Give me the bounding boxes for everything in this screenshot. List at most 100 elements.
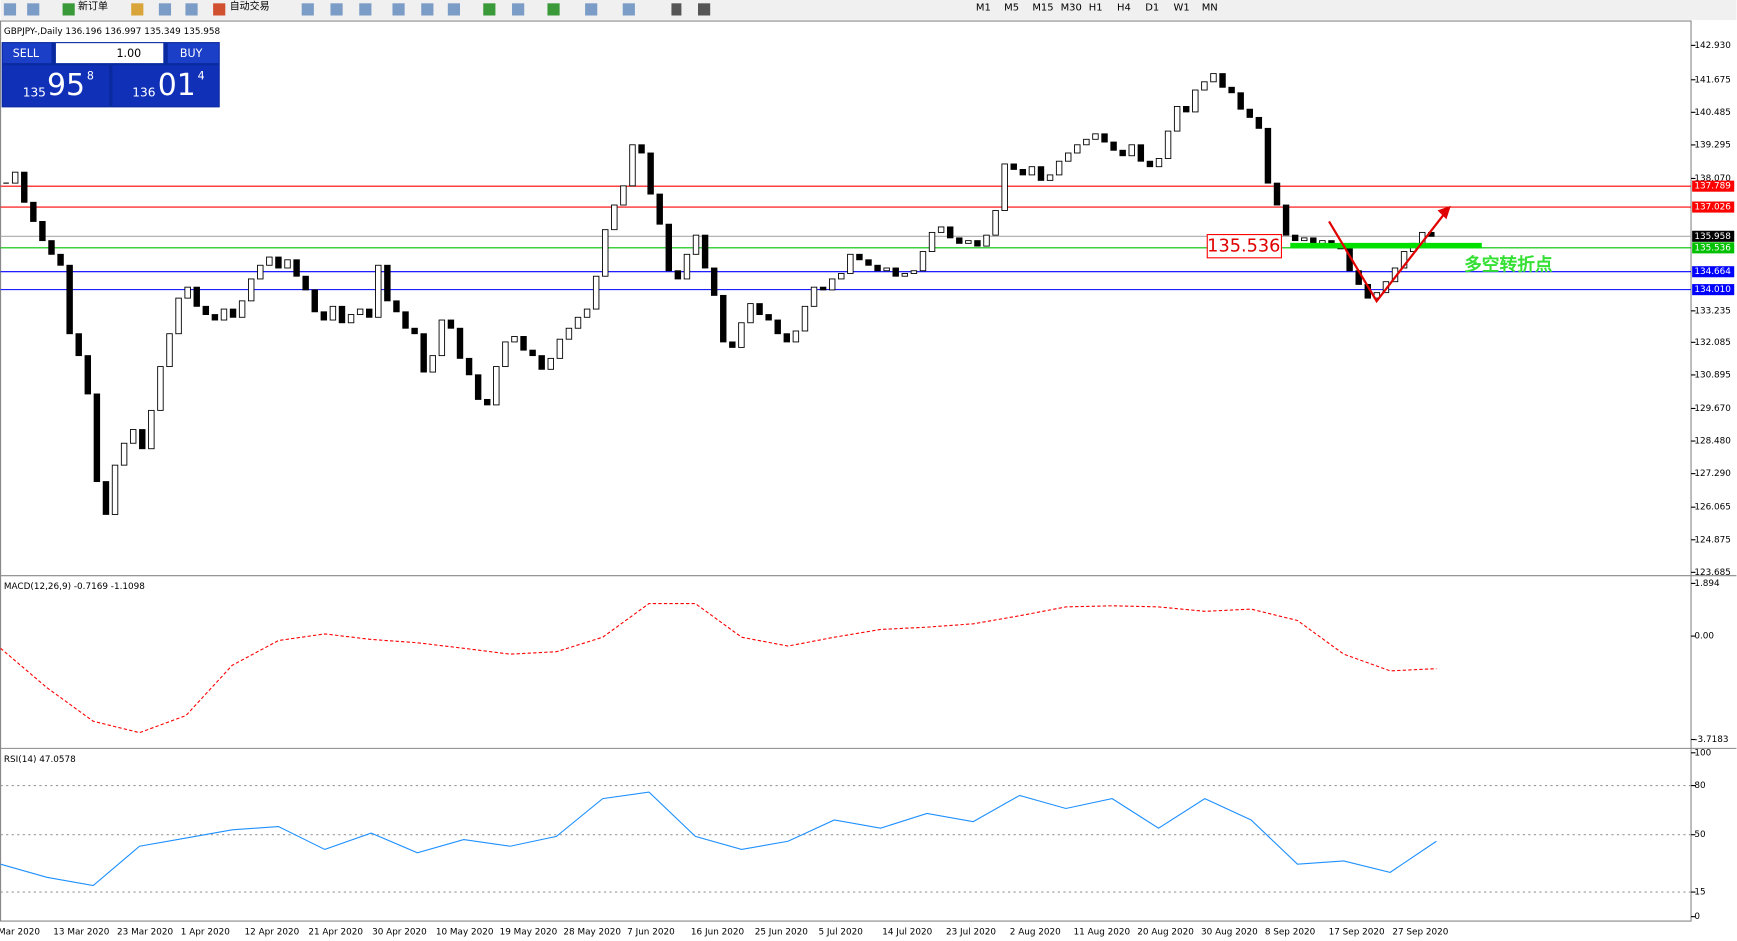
candle-body — [329, 305, 337, 321]
sell-button[interactable] — [2, 43, 52, 64]
candle-body — [1028, 166, 1036, 176]
candle-body — [1010, 163, 1017, 170]
candle-body — [1228, 86, 1235, 94]
timeframe-button[interactable]: M30 — [1061, 3, 1082, 14]
chart-area — [0, 20, 1692, 922]
x-tick-label: 8 Sep 2020 — [1265, 928, 1316, 938]
candle-body — [1055, 160, 1063, 176]
candle-body — [84, 355, 92, 395]
candle-body — [602, 229, 609, 277]
buy-label[interactable]: BUY — [180, 47, 203, 60]
volume-value[interactable]: 1.00 — [117, 47, 142, 60]
candle-body — [683, 253, 691, 280]
candle-body — [801, 305, 809, 332]
y-tick-label: 80 — [1694, 781, 1706, 791]
annotation-box — [1206, 234, 1282, 259]
candle-body — [456, 327, 464, 359]
candle-body — [656, 193, 663, 225]
candle-body — [474, 374, 482, 400]
y-tick-label: 15 — [1694, 888, 1705, 898]
candle-body — [1310, 237, 1317, 244]
new-order-button[interactable]: 新订单 — [78, 0, 108, 13]
candle-body — [665, 223, 672, 272]
candle-body — [983, 234, 990, 247]
x-tick-label: 14 Jul 2020 — [882, 928, 932, 938]
ask-box[interactable] — [112, 65, 219, 107]
volume-input[interactable] — [55, 43, 164, 64]
candle-body — [375, 264, 382, 318]
candle-body — [1146, 160, 1154, 168]
x-tick-label: 28 May 2020 — [563, 928, 621, 938]
timeframe-button[interactable]: M1 — [976, 3, 991, 14]
candle-body — [956, 237, 963, 244]
x-tick-label: 23 Mar 2020 — [117, 928, 173, 938]
timeframe-button[interactable]: D1 — [1145, 3, 1159, 14]
candle-body — [965, 240, 972, 244]
buy-button[interactable] — [167, 43, 219, 64]
y-tick-label: 123.685 — [1694, 568, 1731, 578]
sell-label[interactable]: SELL — [13, 47, 40, 60]
candle-body — [856, 253, 863, 261]
annotation-price: 135.536 — [1207, 237, 1280, 257]
candle-body — [765, 314, 772, 321]
candle-body — [229, 308, 237, 318]
y-tick-label: 128.480 — [1694, 437, 1731, 447]
candle-body — [874, 264, 881, 272]
x-tick-label: 16 Jun 2020 — [691, 928, 745, 938]
candle-body — [1155, 158, 1163, 168]
y-tick-label: 140.485 — [1694, 108, 1731, 118]
candle-body — [847, 253, 854, 274]
x-tick-label: 7 Jun 2020 — [627, 928, 675, 938]
candle-body — [211, 314, 219, 321]
x-tick-label: 30 Aug 2020 — [1201, 928, 1258, 938]
candle-body — [583, 308, 591, 318]
chart-header: GBPJPY-,Daily 136.196 136.997 135.349 13… — [4, 26, 221, 36]
candle-body — [1001, 163, 1008, 211]
candle-body — [1282, 204, 1290, 236]
y-tick-label: 127.290 — [1694, 469, 1731, 479]
timeframe-button[interactable]: H4 — [1117, 3, 1131, 14]
annotation-text: 多空转折点 — [1464, 254, 1553, 276]
candle-body — [883, 267, 890, 272]
y-tick-label: 139.295 — [1694, 140, 1731, 150]
candle-body — [129, 429, 137, 444]
candle-body — [901, 273, 909, 277]
candle-body — [247, 278, 255, 302]
candle-body — [919, 251, 927, 272]
y-tick-label: 0 — [1694, 912, 1700, 922]
candle-body — [1400, 251, 1408, 269]
timeframe-button[interactable]: MN — [1202, 3, 1218, 14]
rsi-label: RSI(14) 47.0578 — [4, 755, 76, 765]
candle-body — [1065, 152, 1072, 162]
timeframe-button[interactable]: W1 — [1173, 3, 1189, 14]
candle-body — [701, 234, 709, 269]
timeframe-button[interactable]: M5 — [1004, 3, 1019, 14]
candle-body — [320, 311, 328, 321]
candle-body — [520, 336, 527, 351]
auto-trading-button[interactable]: 自动交易 — [230, 0, 270, 13]
candle-body — [511, 336, 518, 343]
candle-body — [93, 393, 101, 483]
candle-body — [21, 171, 28, 203]
bid-box[interactable] — [2, 65, 110, 107]
candle-body — [1164, 130, 1172, 159]
candle-body — [1083, 138, 1090, 146]
x-tick-label: 12 Apr 2020 — [245, 928, 300, 938]
x-tick-label: 25 Jun 2020 — [755, 928, 809, 938]
candle-body — [838, 273, 845, 280]
timeframe-button[interactable]: M15 — [1032, 3, 1053, 14]
candle-body — [538, 355, 545, 370]
candle-body — [238, 300, 246, 318]
candle-body — [1246, 108, 1253, 118]
x-tick-label: 20 Aug 2020 — [1137, 928, 1194, 938]
ask-big: 01 — [158, 68, 196, 103]
candle-body — [574, 316, 582, 329]
x-tick-label: 2 Aug 2020 — [1010, 928, 1061, 938]
candle-body — [111, 464, 119, 515]
timeframe-button[interactable]: H1 — [1089, 3, 1103, 14]
candle-body — [638, 144, 645, 154]
x-tick-label: 30 Apr 2020 — [372, 928, 427, 938]
candle-body — [1219, 73, 1226, 88]
candle-body — [1291, 234, 1299, 242]
